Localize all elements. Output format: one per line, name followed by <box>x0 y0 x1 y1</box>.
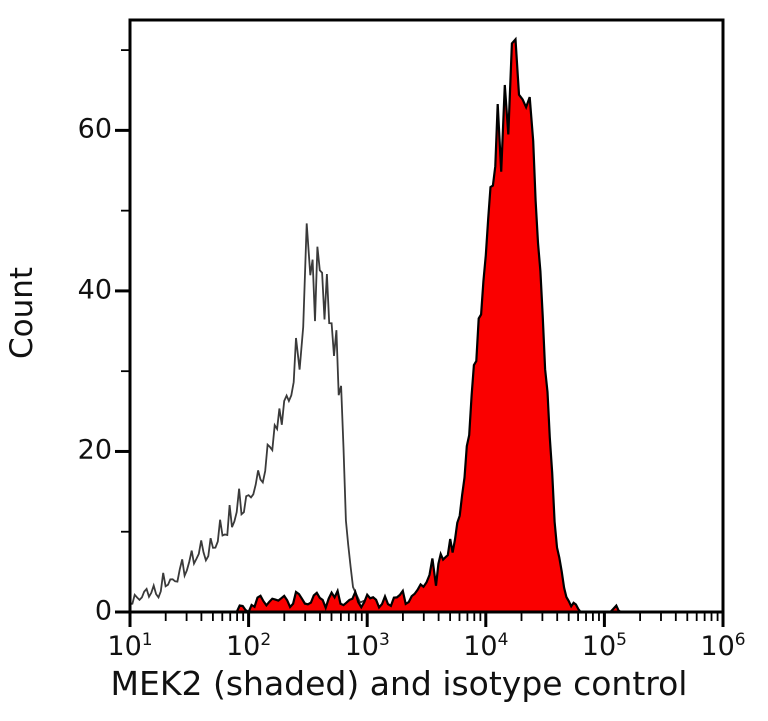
isotype-control-curve <box>131 223 369 613</box>
y-tick-label: 40 <box>77 274 112 306</box>
x-tick-label: 105 <box>581 630 627 662</box>
x-tick-label: 101 <box>107 630 153 662</box>
x-tick-label: 103 <box>344 630 390 662</box>
x-tick-label: 102 <box>226 630 272 662</box>
x-tick-label: 106 <box>700 630 746 662</box>
y-tick-label: 20 <box>77 434 112 466</box>
x-tick-label: 104 <box>463 630 509 662</box>
y-tick-label: 0 <box>94 595 112 627</box>
mek2-shaded-curve <box>234 36 626 614</box>
x-axis-title: MEK2 (shaded) and isotype control <box>110 664 688 703</box>
plot-frame <box>128 18 725 614</box>
y-tick-label: 60 <box>77 113 112 145</box>
